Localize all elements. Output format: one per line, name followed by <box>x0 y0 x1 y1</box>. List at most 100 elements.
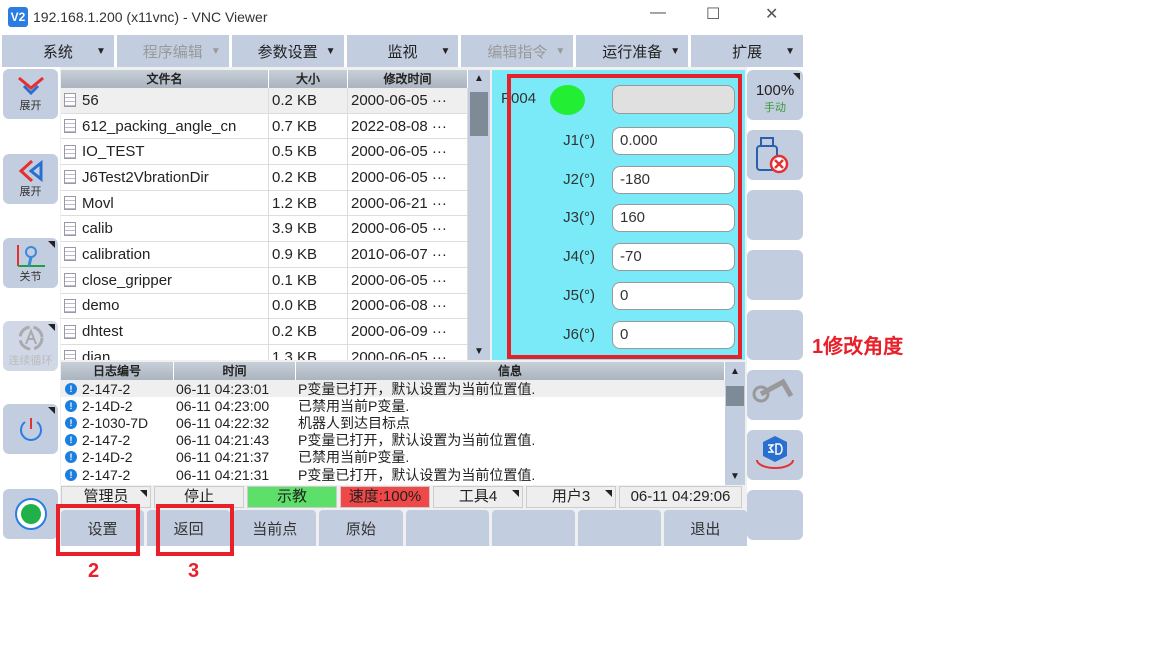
robot-arm-button[interactable] <box>747 370 803 420</box>
col-log-info[interactable]: 信息 <box>296 362 725 380</box>
bottom-button-empty-6[interactable] <box>577 510 661 546</box>
bottom-button-原始[interactable]: 原始 <box>319 510 403 546</box>
expand-down-button[interactable]: 展开 <box>3 69 58 119</box>
file-icon <box>64 247 76 262</box>
col-size[interactable]: 大小 <box>269 70 348 88</box>
joint-label: J6(°) <box>563 325 595 343</box>
file-table-scrollbar[interactable]: ▲ ▼ <box>468 70 490 360</box>
menu-2[interactable]: 参数设置 ▼ <box>231 35 344 67</box>
log-row[interactable]: ! 2-147-2 06-11 04:21:31 P变量已打开，默认设置为当前位置值. <box>61 466 725 483</box>
point-comment-field[interactable] <box>612 85 735 114</box>
log-row[interactable]: ! 2-147-2 06-11 04:23:01 P变量已打开，默认设置为当前位置值. <box>61 380 725 398</box>
bottom-button-empty-4[interactable] <box>405 510 489 546</box>
file-row[interactable]: J6Test2VbrationDir 0.2 KB 2000-06-05 ··· <box>61 165 468 191</box>
file-name: IO_TEST <box>82 143 145 161</box>
usb-disconnected-icon <box>756 137 789 174</box>
continuous-cycle-button[interactable]: 连续循环 <box>3 321 58 371</box>
maximize-button[interactable]: ☐ <box>706 6 721 23</box>
chevron-down-double-icon <box>17 76 44 96</box>
bottom-button-返回[interactable]: 返回 <box>147 510 231 546</box>
file-row[interactable]: calib 3.9 KB 2000-06-05 ··· <box>61 216 468 243</box>
col-log-time[interactable]: 时间 <box>174 362 296 380</box>
usb-button[interactable] <box>747 130 803 180</box>
minimize-button[interactable]: — <box>650 4 666 21</box>
program-file-table: 文件名 大小 修改时间 56 0.2 KB 2000-06-05 ··· 612_pa… <box>61 70 468 360</box>
file-size: 0.2 KB <box>269 165 348 190</box>
power-button[interactable] <box>3 404 58 454</box>
menu-4[interactable]: 编辑指令 ▼ <box>461 35 574 67</box>
bottom-button-empty-5[interactable] <box>491 510 575 546</box>
log-info: P变量已打开，默认设置为当前位置值. <box>298 466 536 483</box>
log-row[interactable]: ! 2-14D-2 06-11 04:23:00 已禁用当前P变量. <box>61 397 725 414</box>
menu-1[interactable]: 程序编辑 ▼ <box>116 35 229 67</box>
servo-status-button[interactable] <box>3 489 58 539</box>
file-row[interactable]: dhtest 0.2 KB 2000-06-09 ··· <box>61 319 468 345</box>
scroll-thumb[interactable] <box>470 92 488 136</box>
joint-6-input[interactable]: 0 <box>612 320 735 349</box>
file-row[interactable]: dian 1.3 KB 2000-06-05 ··· <box>61 344 468 360</box>
file-size: 0.7 KB <box>269 113 348 139</box>
file-modified: 2000-06-05 ··· <box>348 216 468 242</box>
log-row[interactable]: ! 2-14D-2 06-11 04:21:37 已禁用当前P变量. <box>61 449 725 466</box>
joint-3-input[interactable]: 160 <box>612 204 735 233</box>
expand-left-button[interactable]: 展开 <box>3 154 58 204</box>
scroll-down-icon[interactable]: ▼ <box>474 346 484 357</box>
mode-label: 手动 <box>764 102 786 114</box>
menu-label: 程序编辑 <box>142 43 203 61</box>
file-size: 0.9 KB <box>269 242 348 267</box>
file-name: dian <box>82 348 111 360</box>
scroll-down-icon[interactable]: ▼ <box>730 471 740 482</box>
log-row[interactable]: ! 2-1030-7D 06-11 04:22:32 机器人到达目标点 <box>61 414 725 431</box>
file-row[interactable]: 56 0.2 KB 2000-06-05 ··· <box>61 88 468 114</box>
menu-6[interactable]: 扩展 ▼ <box>691 35 804 67</box>
bottom-button-设置[interactable]: 设置 <box>61 510 145 546</box>
user-frame-select[interactable]: 用户3 <box>526 486 616 508</box>
file-name: calib <box>82 220 113 238</box>
file-name-cell: J6Test2VbrationDir <box>61 165 269 190</box>
scroll-up-icon[interactable]: ▲ <box>474 73 484 84</box>
file-row[interactable]: demo 0.0 KB 2000-06-08 ··· <box>61 293 468 320</box>
file-name: demo <box>82 297 120 315</box>
3d-view-button[interactable] <box>747 430 803 480</box>
log-id: 2-14D-2 <box>82 449 133 466</box>
scroll-thumb[interactable] <box>726 386 744 406</box>
joint-5-input[interactable]: 0 <box>612 281 735 310</box>
file-name-cell: dian <box>61 344 269 360</box>
log-row[interactable]: !2-14D-206-11 04:21:30已禁用当前P变量. <box>61 483 725 485</box>
file-row[interactable]: 612_packing_angle_cn 0.7 KB 2022-08-08 ··· <box>61 113 468 140</box>
joint-mode-button[interactable]: 关节 <box>3 238 58 288</box>
file-row[interactable]: close_gripper 0.1 KB 2000-06-05 ··· <box>61 267 468 294</box>
log-id-cell: ! 2-147-2 <box>61 380 174 397</box>
col-filename[interactable]: 文件名 <box>61 70 269 88</box>
scroll-up-icon[interactable]: ▲ <box>730 366 740 377</box>
menu-0[interactable]: 系统 ▼ <box>2 35 114 67</box>
empty-side-button[interactable] <box>747 310 803 360</box>
bottom-button-当前点[interactable]: 当前点 <box>233 510 317 546</box>
log-row[interactable]: ! 2-147-2 06-11 04:21:43 P变量已打开，默认设置为当前位置值. <box>61 432 725 449</box>
empty-side-button[interactable] <box>747 490 803 540</box>
col-modified[interactable]: 修改时间 <box>348 70 468 88</box>
menu-3[interactable]: 监视 ▼ <box>346 35 459 67</box>
file-size: 1.2 KB <box>269 190 348 216</box>
empty-side-button[interactable] <box>747 250 803 300</box>
log-time: 06-11 04:23:01 <box>176 380 270 397</box>
col-log-id[interactable]: 日志编号 <box>61 362 174 380</box>
file-row[interactable]: IO_TEST 0.5 KB 2000-06-05 ··· <box>61 139 468 166</box>
joint-2-input[interactable]: -180 <box>612 165 735 194</box>
log-scrollbar[interactable]: ▲ ▼ <box>725 362 745 485</box>
file-row[interactable]: calibration 0.9 KB 2010-06-07 ··· <box>61 242 468 268</box>
file-row[interactable]: Movl 1.2 KB 2000-06-21 ··· <box>61 190 468 217</box>
bottom-button-退出[interactable]: 退出 <box>663 510 747 546</box>
speed-mode-button[interactable]: 100% 手动 <box>747 70 803 120</box>
empty-side-button[interactable] <box>747 190 803 240</box>
file-name-cell: 612_packing_angle_cn <box>61 113 269 139</box>
menu-5[interactable]: 运行准备 ▼ <box>576 35 689 67</box>
annotation-label-2: 2 <box>88 560 100 582</box>
close-button[interactable]: ✕ <box>765 6 779 23</box>
joint-1-input[interactable]: 0.000 <box>612 127 735 155</box>
title-bar: V2 192.168.1.200 (x11vnc) - VNC Viewer —… <box>0 0 805 33</box>
cycle-a-icon <box>18 325 43 351</box>
file-icon <box>64 93 76 108</box>
tool-select[interactable]: 工具4 <box>433 486 523 508</box>
joint-4-input[interactable]: -70 <box>612 243 735 272</box>
